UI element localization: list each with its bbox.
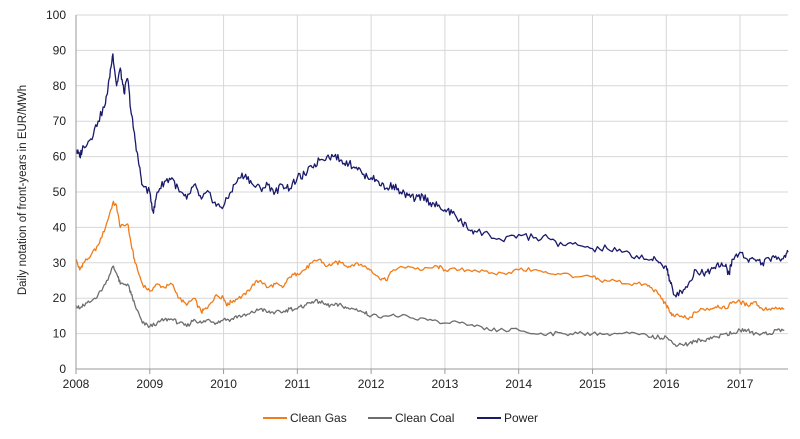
x-tick-label: 2008 [63,377,90,391]
y-tick-label: 10 [53,327,67,341]
series-line-clean-coal [75,265,785,347]
x-tick-label: 2017 [727,377,754,391]
y-tick-label: 20 [53,291,67,305]
x-tick-label: 2015 [579,377,606,391]
y-tick-label: 90 [53,43,67,57]
y-tick-label: 70 [53,114,67,128]
series-lines [75,53,789,347]
y-tick-label: 40 [53,220,67,234]
x-tick-label: 2009 [136,377,163,391]
x-tick-label: 2010 [210,377,237,391]
x-axis-tick-labels: 2008 2009 2010 2011 2012 2013 2014 2015 2016 2017 [63,377,754,391]
y-tick-label: 100 [46,8,66,22]
y-tick-label: 30 [53,256,67,270]
legend-label-clean-coal: Clean Coal [395,411,454,425]
y-tick-label: 80 [53,79,67,93]
x-tick-label: 2014 [505,377,532,391]
y-tick-label: 60 [53,150,67,164]
x-tick-label: 2011 [284,377,310,391]
x-tick-label: 2016 [653,377,680,391]
series-line-clean-gas [75,200,785,321]
axes [75,15,788,374]
legend-label-clean-gas: Clean Gas [290,411,347,425]
y-axis-label: Daily notation of front-years in EUR/MWh [17,85,29,295]
y-tick-label: 0 [59,362,66,376]
x-tick-label: 2013 [432,377,459,391]
series-line-power [75,53,789,298]
y-tick-label: 50 [53,185,67,199]
y-axis-tick-labels: 0 10 20 30 40 50 60 70 80 90 100 [46,8,66,376]
x-tick-label: 2012 [358,377,385,391]
legend-label-power: Power [504,411,538,425]
legend: Clean Gas Clean Coal Power [263,411,538,425]
